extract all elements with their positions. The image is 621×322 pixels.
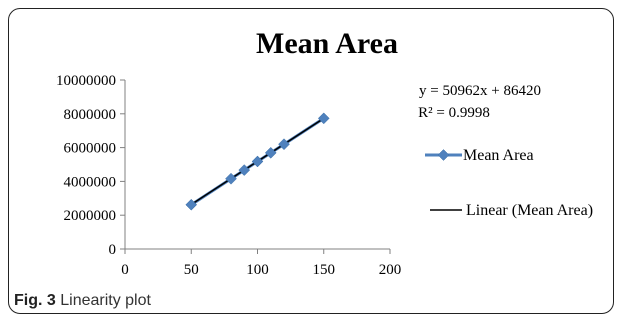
x-tick-label: 50 <box>184 262 199 278</box>
chart-title: Mean Area <box>256 27 398 60</box>
figure-caption-text: Linearity plot <box>60 292 151 309</box>
data-point <box>278 138 290 151</box>
data-point <box>185 198 198 211</box>
legend-diamond-marker <box>437 149 450 161</box>
x-tick-label: 200 <box>379 262 402 278</box>
regression-equation: y = 50962x + 86420 <box>419 83 541 99</box>
y-ticks: 0 2000000 4000000 6000000 8000000 10000000 <box>56 73 125 258</box>
data-point <box>317 112 330 125</box>
y-tick-label: 4000000 <box>64 174 117 190</box>
x-tick-label: 100 <box>246 262 269 278</box>
data-point <box>238 164 251 176</box>
data-point <box>225 172 237 185</box>
plot-area <box>185 112 330 211</box>
x-ticks: 0 50 100 150 200 <box>121 249 401 278</box>
data-point <box>251 155 264 168</box>
y-tick-label: 2000000 <box>64 208 117 224</box>
data-point <box>264 146 277 159</box>
x-tick-label: 0 <box>121 262 129 278</box>
chart-frame <box>8 8 614 314</box>
figure-label: Fig. 3 <box>14 292 56 309</box>
r-squared-label: R² = 0.9998 <box>418 105 490 121</box>
y-tick-label: 8000000 <box>64 107 117 123</box>
y-tick-label: 0 <box>109 242 117 258</box>
y-tick-label: 10000000 <box>56 73 116 89</box>
legend: Mean Area Linear (Mean Area) <box>425 147 593 219</box>
x-tick-label: 150 <box>313 262 336 278</box>
figure-caption: Fig. 3 Linearity plot <box>14 292 151 310</box>
legend-trendline-label: Linear (Mean Area) <box>466 202 593 219</box>
y-tick-label: 6000000 <box>64 141 117 157</box>
legend-series-label: Mean Area <box>463 147 534 164</box>
